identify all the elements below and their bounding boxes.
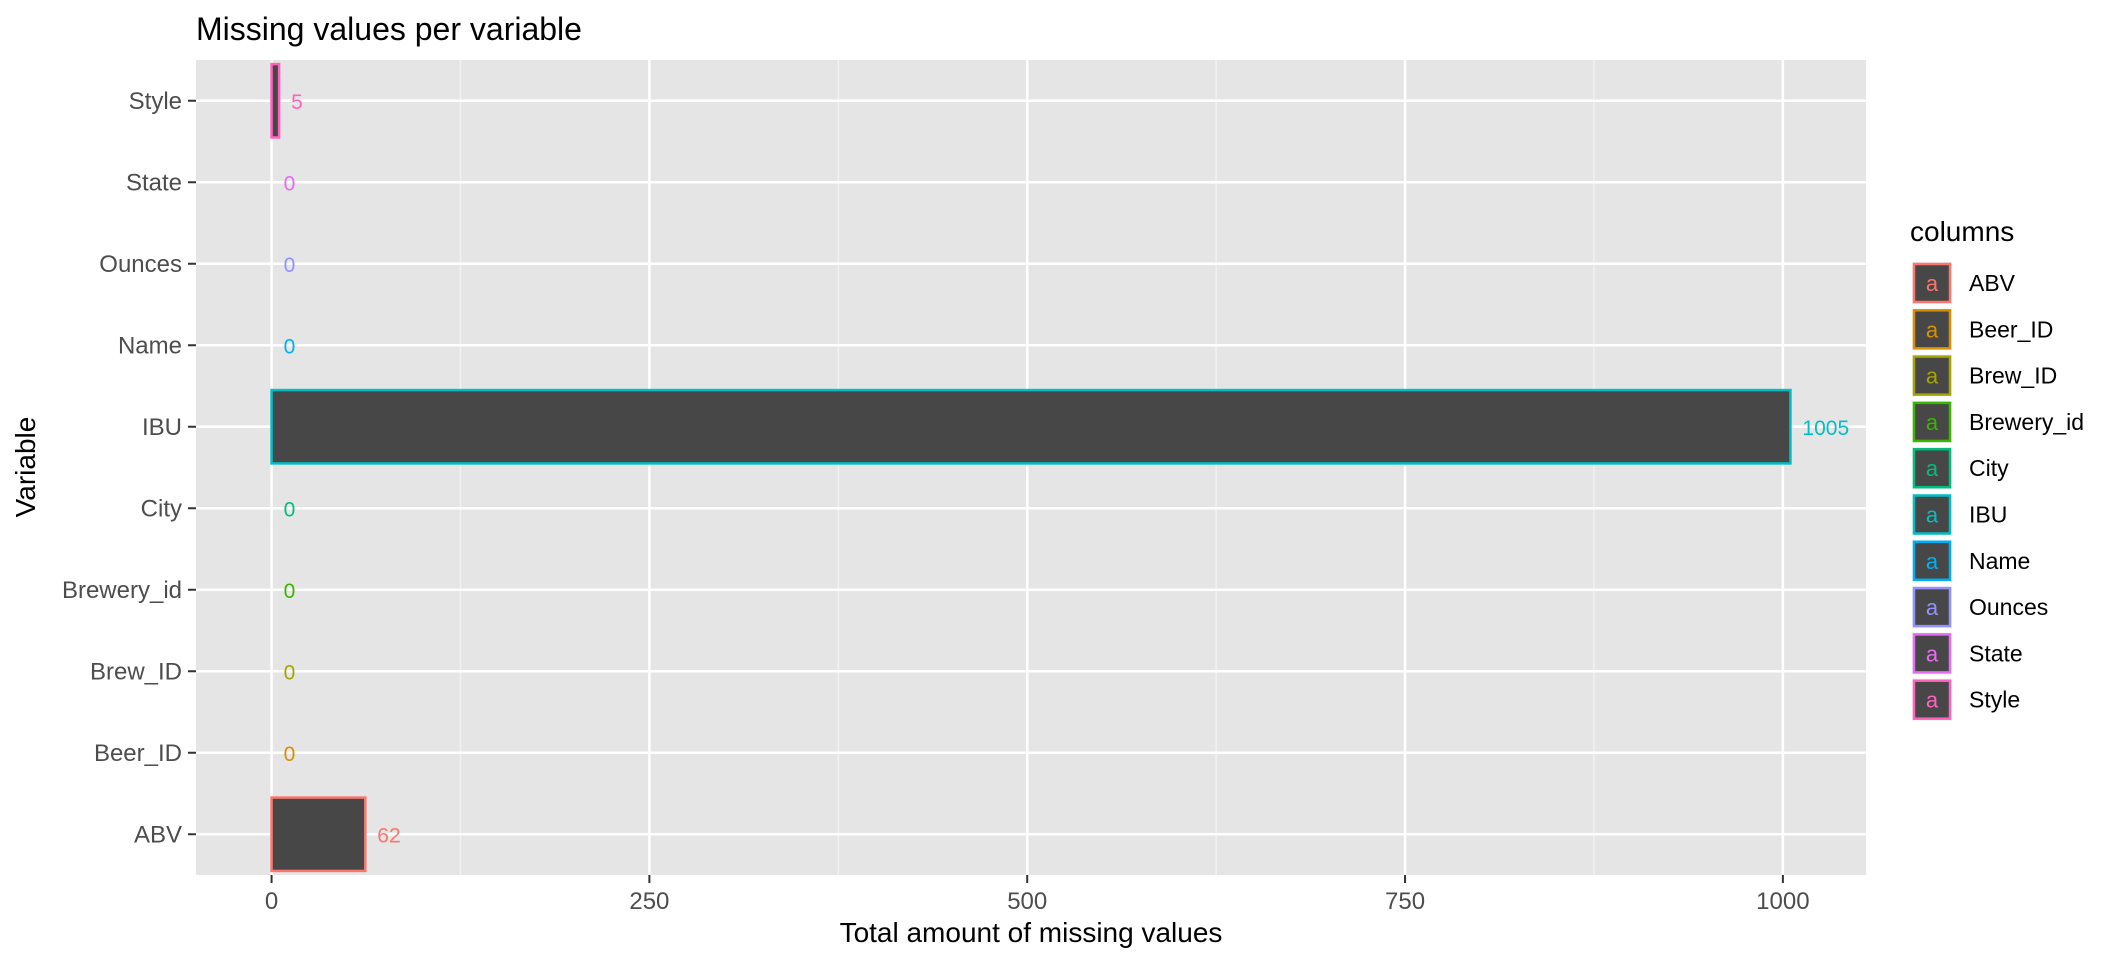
legend-key-letter-ounces: a xyxy=(1926,595,1939,620)
data-label-ibu: 1005 xyxy=(1802,417,1849,440)
legend-label-brewery-id: Brewery_id xyxy=(1969,409,2084,435)
legend-label-state: State xyxy=(1969,640,2023,666)
legend-key-letter-beer-id: a xyxy=(1926,317,1939,342)
x-axis-title: Total amount of missing values xyxy=(840,917,1223,948)
legend-key-letter-city: a xyxy=(1926,456,1939,481)
legend-key-letter-abv: a xyxy=(1926,271,1939,296)
x-tick-label: 250 xyxy=(629,888,669,915)
y-tick-label: City xyxy=(141,495,182,522)
data-label-name: 0 xyxy=(284,335,296,358)
legend-label-beer-id: Beer_ID xyxy=(1969,316,2053,342)
data-label-state: 0 xyxy=(284,172,296,195)
bars xyxy=(270,62,1792,873)
legend-key-brew-id xyxy=(1912,355,1952,396)
y-tick-label: Ounces xyxy=(99,251,182,278)
x-tick-label: 750 xyxy=(1385,888,1425,915)
legend-key-beer-id xyxy=(1912,309,1952,350)
bar-abv xyxy=(270,796,367,873)
x-tick-label: 0 xyxy=(265,888,278,915)
y-tick-label: Style xyxy=(129,88,182,115)
legend-title: columns xyxy=(1910,216,2014,247)
y-tick-label: Brew_ID xyxy=(90,658,182,685)
x-tick-label: 500 xyxy=(1007,888,1047,915)
y-tick-label: Brewery_id xyxy=(62,577,182,604)
y-tick-label: IBU xyxy=(142,414,182,441)
legend-label-ounces: Ounces xyxy=(1969,594,2048,620)
y-tick-label: Name xyxy=(118,332,182,359)
legend-key-state xyxy=(1912,633,1952,674)
legend-key-letter-name: a xyxy=(1926,549,1939,574)
legend-label-city: City xyxy=(1969,455,2009,481)
y-tick-label: ABV xyxy=(134,821,182,848)
legend-key-letter-state: a xyxy=(1926,641,1939,666)
data-labels: 62 0 0 0 0 1005 0 0 0 5 xyxy=(284,91,1850,848)
legend-key-letter-ibu: a xyxy=(1926,503,1939,528)
legend-key-letter-style: a xyxy=(1926,688,1939,713)
legend-key-ounces xyxy=(1912,586,1952,628)
legend-label-style: Style xyxy=(1969,687,2020,713)
data-label-city: 0 xyxy=(284,498,296,521)
data-label-brew-id: 0 xyxy=(284,661,296,684)
data-label-brewery-id: 0 xyxy=(284,580,296,603)
legend-label-ibu: IBU xyxy=(1969,502,2007,528)
legend-key-city xyxy=(1912,447,1952,489)
y-axis-title: Variable xyxy=(10,417,41,518)
data-label-style: 5 xyxy=(291,91,303,114)
y-axis: ABV Beer_ID Brew_ID Brewery_id City IBU Name Ou… xyxy=(62,88,196,848)
legend-label-abv: ABV xyxy=(1969,270,2016,296)
legend-key-letter-brewery-id: a xyxy=(1926,410,1939,435)
legend-key-style xyxy=(1912,679,1952,720)
data-label-ounces: 0 xyxy=(284,254,296,277)
y-tick-label: State xyxy=(126,169,182,196)
chart-title: Missing values per variable xyxy=(196,11,582,47)
minor-gridlines xyxy=(459,60,1595,875)
legend-label-brew-id: Brew_ID xyxy=(1969,363,2057,389)
legend-key-name xyxy=(1912,540,1952,582)
legend-label-name: Name xyxy=(1969,548,2030,574)
legend-key-abv xyxy=(1912,262,1952,304)
y-tick-label: Beer_ID xyxy=(94,740,182,767)
bar-style xyxy=(270,62,281,139)
legend-key-letter-brew-id: a xyxy=(1926,364,1939,389)
bar-ibu xyxy=(270,388,1792,465)
plot-panel xyxy=(196,60,1866,875)
data-label-abv: 62 xyxy=(377,824,400,847)
legend-key-ibu xyxy=(1912,494,1952,535)
x-axis: 0 250 500 750 1000 xyxy=(265,875,1810,915)
data-label-beer-id: 0 xyxy=(284,743,296,766)
x-tick-label: 1000 xyxy=(1756,888,1809,915)
legend-key-brewery-id xyxy=(1912,401,1952,443)
